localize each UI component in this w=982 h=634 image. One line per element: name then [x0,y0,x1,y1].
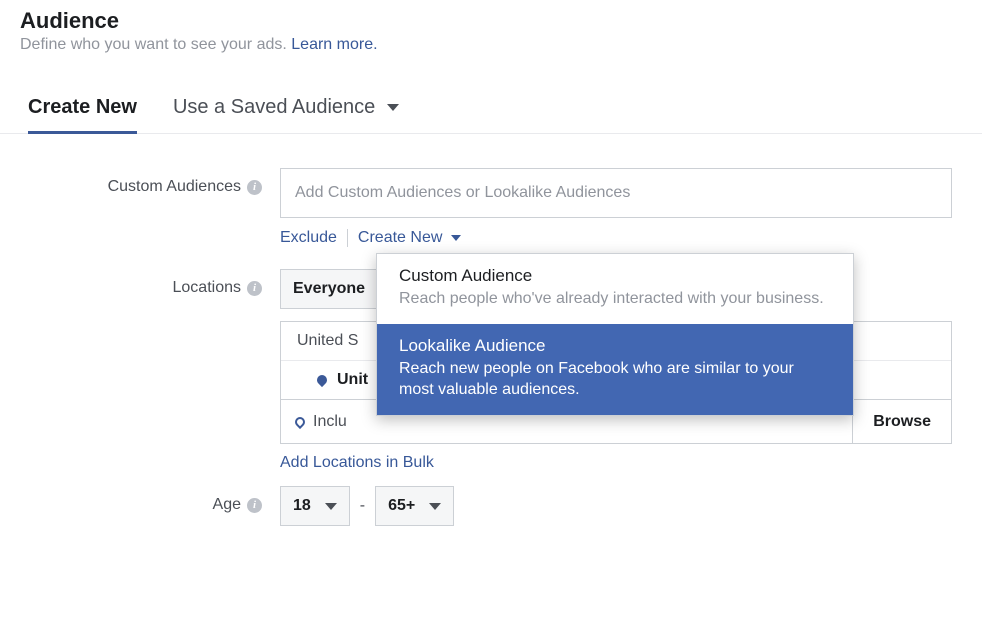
locations-scope-select[interactable]: Everyone [280,269,378,309]
age-label: Age i [20,486,280,514]
dropdown-item-custom-audience[interactable]: Custom Audience Reach people who've alre… [377,254,853,324]
info-icon[interactable]: i [247,281,262,296]
dropdown-item-lookalike-audience[interactable]: Lookalike Audience Reach new people on F… [377,324,853,415]
age-range-dash: - [360,497,365,515]
info-icon[interactable]: i [247,180,262,195]
pin-icon [293,414,307,428]
audience-header: Audience Define who you want to see your… [20,8,962,54]
page-title: Audience [20,8,962,34]
chevron-down-icon [387,104,399,111]
exclude-link[interactable]: Exclude [280,229,337,247]
age-row: Age i 18 - 65+ [20,486,962,526]
custom-audiences-row: Custom Audiences i Exclude Create New Cu… [20,168,962,247]
create-new-dropdown-trigger[interactable]: Create New [358,229,461,247]
locations-label: Locations i [20,269,280,297]
info-icon[interactable]: i [247,498,262,513]
custom-audiences-label: Custom Audiences i [20,168,280,196]
chevron-down-icon [429,503,441,510]
learn-more-link[interactable]: Learn more. [291,36,377,53]
chevron-down-icon [325,503,337,510]
create-new-dropdown: Custom Audience Reach people who've alre… [376,253,854,416]
audience-tabs: Create New Use a Saved Audience [0,76,982,134]
divider [347,229,348,247]
custom-audiences-input[interactable] [280,168,952,218]
add-locations-bulk-link[interactable]: Add Locations in Bulk [280,454,962,472]
tab-create-new[interactable]: Create New [28,96,137,134]
chevron-down-icon [451,235,461,241]
browse-button[interactable]: Browse [852,400,951,443]
pin-icon [315,373,329,387]
age-max-select[interactable]: 65+ [375,486,454,526]
page-subtitle: Define who you want to see your ads. Lea… [20,36,962,54]
custom-audiences-actions: Exclude Create New [280,229,962,247]
tab-saved-audience[interactable]: Use a Saved Audience [173,96,399,131]
age-min-select[interactable]: 18 [280,486,350,526]
